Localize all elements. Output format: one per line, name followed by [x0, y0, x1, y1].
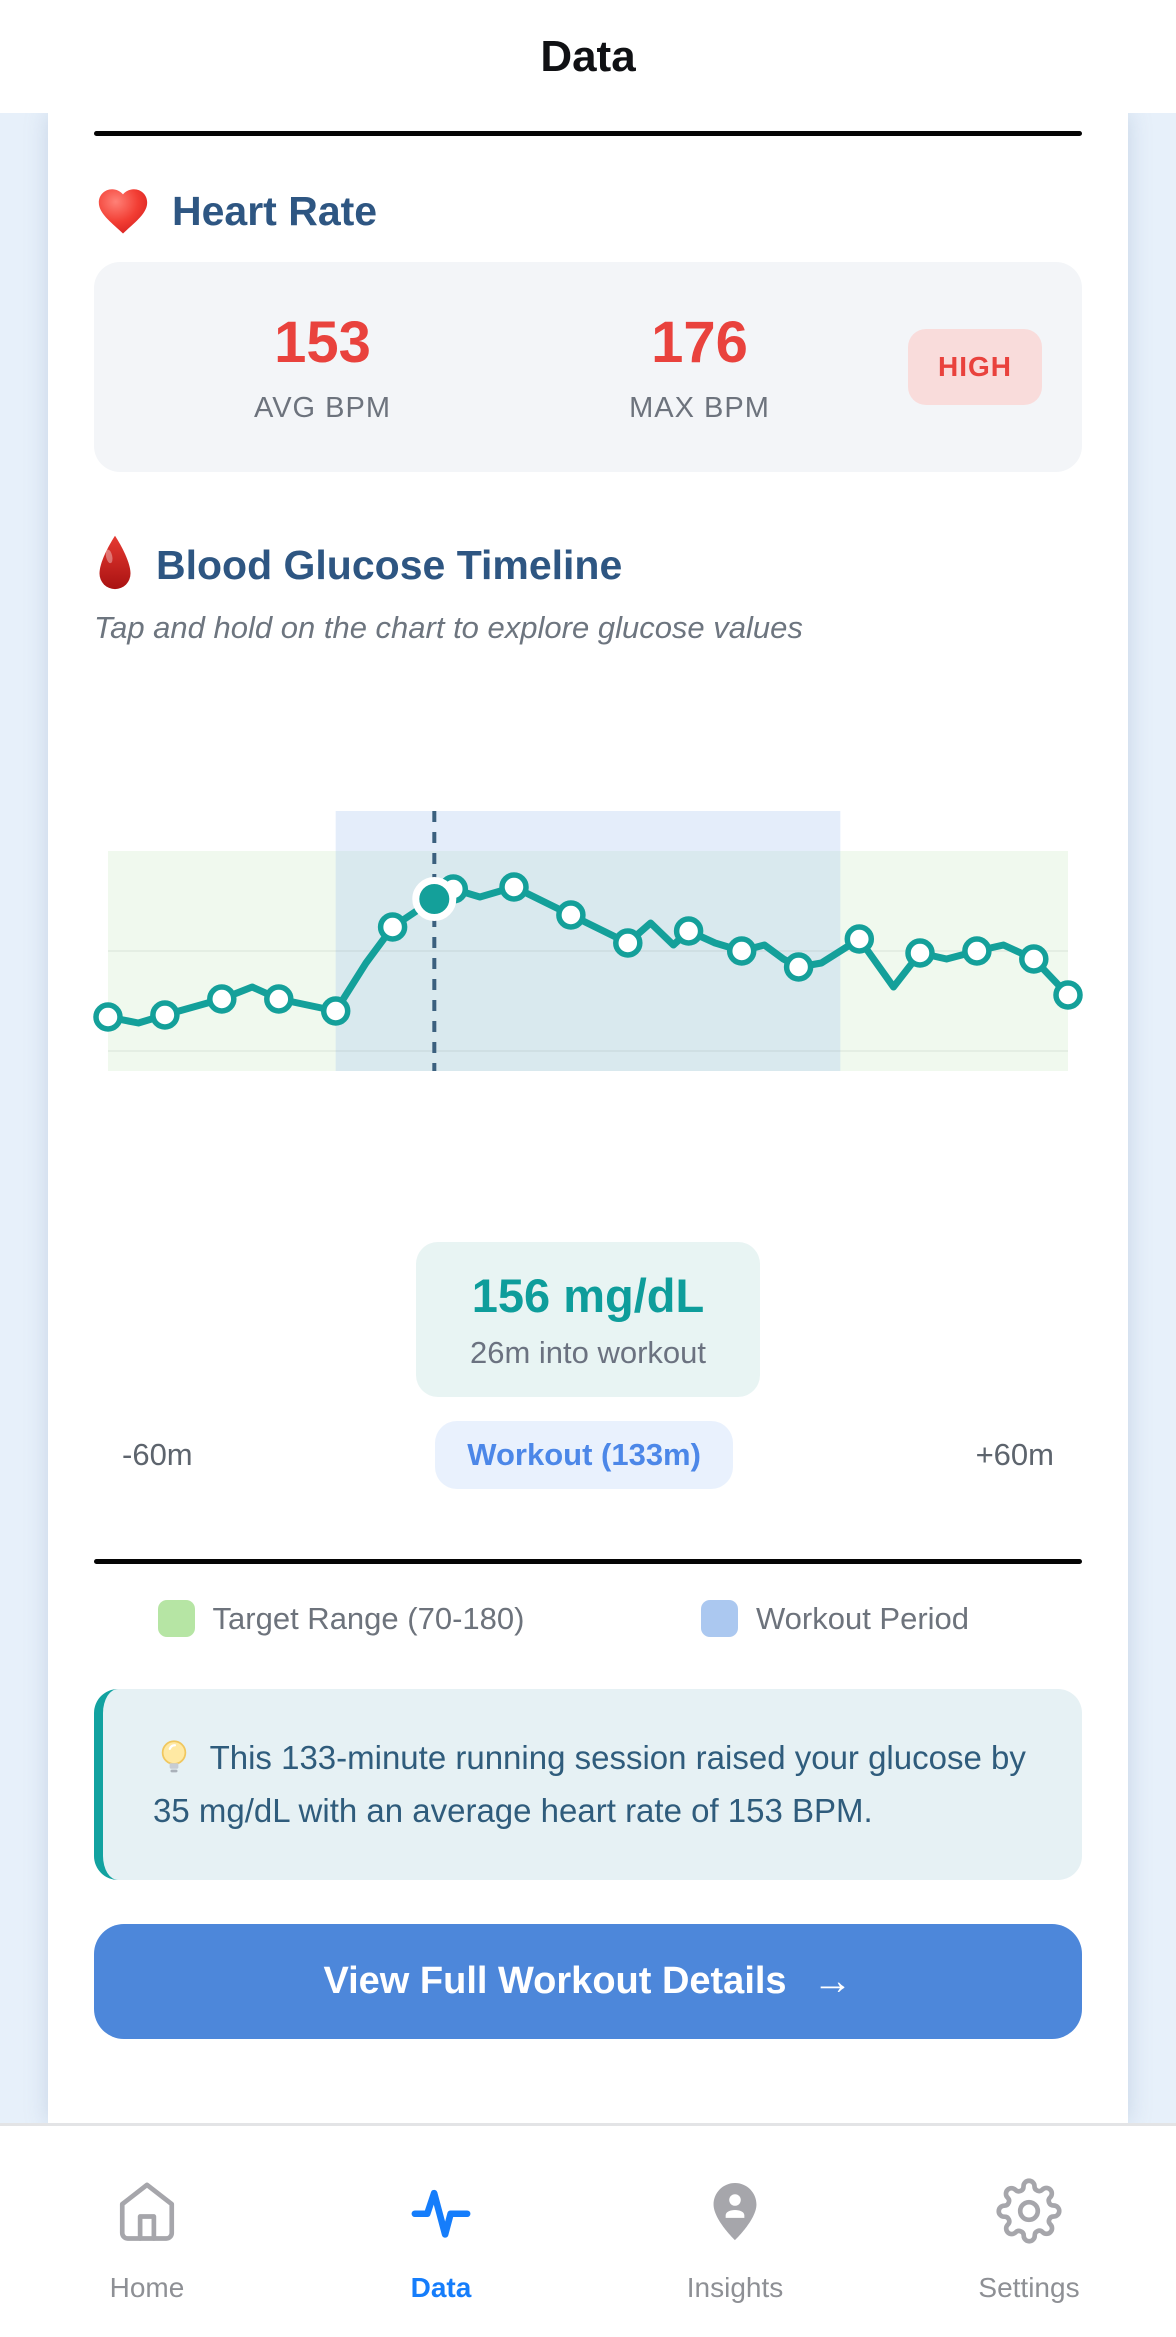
heart-rate-section-header: Heart Rate	[94, 182, 1082, 240]
glucose-section-header: Blood Glucose Timeline	[94, 534, 1082, 596]
nav-item-insights[interactable]: Insights	[588, 2178, 882, 2337]
timeline-axis-row: -60m Workout (133m) +60m	[94, 1421, 1082, 1489]
avg-bpm-stat: 153 AVG BPM	[134, 309, 511, 425]
heart-icon	[94, 182, 152, 240]
insight-text: This 133-minute running session raised y…	[153, 1731, 1042, 1838]
glucose-tooltip-value: 156 mg/dL	[471, 1269, 705, 1322]
gear-icon	[996, 2178, 1062, 2244]
axis-start-label: -60m	[122, 1437, 193, 1472]
workout-duration-pill: Workout (133m)	[435, 1421, 733, 1489]
target-range-swatch	[157, 1600, 195, 1637]
cta-label: View Full Workout Details	[323, 1959, 787, 2002]
workout-period-swatch	[700, 1600, 738, 1637]
heart-rate-title: Heart Rate	[172, 187, 378, 234]
nav-item-settings[interactable]: Settings	[882, 2178, 1176, 2337]
view-workout-details-button[interactable]: View Full Workout Details →	[94, 1923, 1082, 2039]
max-bpm-stat: 176 MAX BPM	[511, 309, 888, 425]
heart-rate-status-badge: HIGH	[908, 329, 1042, 405]
max-bpm-label: MAX BPM	[629, 392, 770, 424]
avg-bpm-value: 153	[274, 310, 371, 375]
glucose-title: Blood Glucose Timeline	[156, 541, 623, 588]
legend-item-workout-period: Workout Period	[588, 1600, 1082, 1637]
glucose-chart[interactable]	[93, 686, 1083, 1186]
page-title: Data	[540, 31, 636, 81]
target-range-label: Target Range (70-180)	[212, 1600, 525, 1636]
avg-bpm-label: AVG BPM	[254, 392, 391, 424]
nav-label-settings: Settings	[978, 2272, 1080, 2303]
content-card: Heart Rate 153 AVG BPM 176 MAX BPM HIGH	[48, 113, 1128, 2123]
person-pin-icon	[702, 2178, 768, 2244]
chart-hint-text: Tap and hold on the chart to explore glu…	[94, 610, 803, 645]
blood-drop-icon	[94, 534, 136, 596]
nav-label-insights: Insights	[686, 2272, 784, 2303]
home-icon	[114, 2178, 180, 2244]
chart-legend: Target Range (70-180) Workout Period	[94, 1600, 1082, 1637]
workout-period-label: Workout Period	[755, 1600, 970, 1636]
axis-end-label: +60m	[975, 1437, 1054, 1472]
nav-item-data[interactable]: Data	[294, 2178, 588, 2337]
insight-callout: This 133-minute running session raised y…	[94, 1689, 1082, 1880]
heart-rate-stats-card: 153 AVG BPM 176 MAX BPM HIGH	[94, 262, 1082, 472]
legend-divider	[94, 1559, 1082, 1564]
arrow-right-icon: →	[812, 1959, 853, 2004]
lightbulb-icon	[153, 1739, 210, 1776]
app-header: Data	[0, 0, 1176, 113]
legend-item-target-range: Target Range (70-180)	[94, 1600, 588, 1637]
nav-label-data: Data	[410, 2272, 472, 2303]
nav-item-home[interactable]: Home	[0, 2178, 294, 2337]
insight-text-content: This 133-minute running session raised y…	[153, 1739, 1026, 1830]
max-bpm-value: 176	[651, 310, 748, 375]
nav-label-home: Home	[109, 2272, 185, 2303]
top-divider	[94, 131, 1082, 136]
glucose-tooltip-caption: 26m into workout	[469, 1335, 707, 1370]
bottom-navigation: Home Data Insights	[0, 2123, 1176, 2337]
glucose-tooltip: 156 mg/dL 26m into workout	[415, 1242, 761, 1397]
activity-icon	[408, 2178, 474, 2244]
